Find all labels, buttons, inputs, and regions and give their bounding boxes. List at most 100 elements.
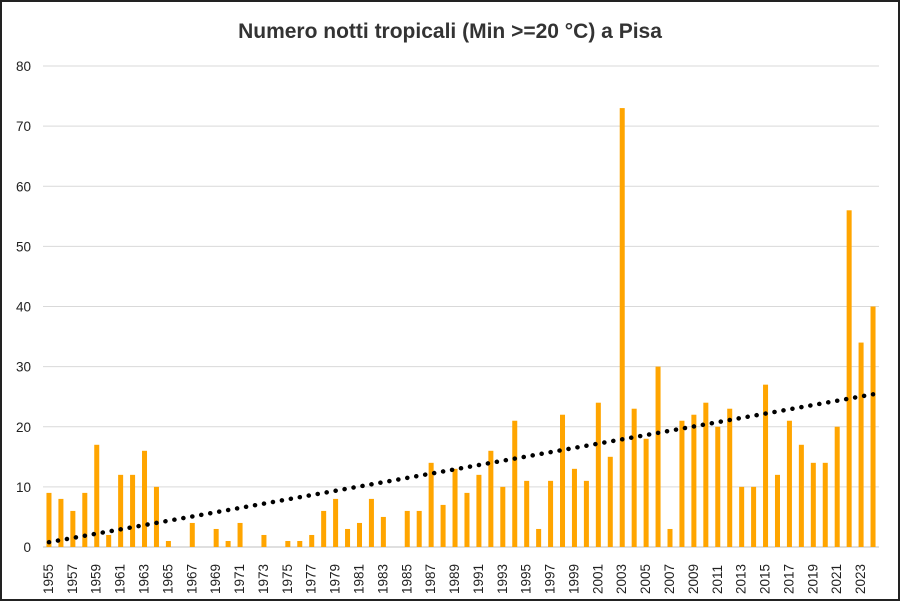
bar-2015: [763, 384, 769, 547]
x-tick-label: 2023: [853, 564, 868, 594]
bar-1973: [261, 534, 267, 547]
x-tick-label: 2017: [781, 564, 796, 594]
x-tick-label: 1991: [471, 564, 486, 594]
chart-title: Numero notti tropicali (Min >=20 °C) a P…: [238, 20, 662, 43]
bar-1993: [500, 486, 506, 547]
bar-2011: [715, 426, 721, 547]
bar-1960: [106, 534, 112, 547]
bar-1976: [297, 540, 303, 547]
bar-2000: [583, 480, 589, 547]
bar-2022: [846, 210, 852, 548]
x-tick-label: 2021: [829, 564, 844, 594]
y-tick-label: 0: [23, 540, 31, 555]
bar-1977: [309, 534, 315, 547]
x-tick-label: 2005: [638, 564, 653, 594]
bar-1969: [213, 528, 219, 547]
x-tick-label: 2019: [805, 564, 820, 594]
bar-1991: [476, 474, 482, 547]
y-tick-label: 10: [16, 480, 31, 495]
bar-1985: [404, 510, 410, 547]
x-tick-label: 1967: [184, 564, 199, 594]
y-axis-tick-labels: 0 10 20 30 40 50 60 70 80: [16, 59, 31, 555]
x-tick-label: 1995: [519, 564, 534, 594]
bar-2013: [739, 486, 745, 547]
x-tick-label: 1969: [208, 564, 223, 594]
x-tick-label: 1987: [423, 564, 438, 594]
bar-1978: [321, 510, 327, 547]
bar-2004: [631, 408, 637, 547]
x-tick-label: 1993: [495, 564, 510, 594]
y-tick-label: 60: [16, 179, 31, 194]
x-tick-label: 1997: [543, 564, 558, 594]
gridlines: [43, 65, 879, 548]
x-tick-label: 1977: [304, 564, 319, 594]
bar-1956: [58, 498, 64, 547]
bar-1962: [130, 474, 136, 547]
bar-1990: [464, 492, 470, 547]
x-tick-label: 1971: [232, 564, 247, 594]
bar-1994: [512, 420, 518, 547]
bar-1959: [94, 444, 100, 547]
bar-1983: [380, 516, 386, 547]
bar-1971: [237, 522, 243, 547]
x-tick-label: 2015: [758, 564, 773, 594]
x-tick-label: 1989: [447, 564, 462, 594]
x-tick-label: 1981: [351, 564, 366, 594]
bar-1999: [571, 468, 577, 547]
y-tick-label: 20: [16, 420, 31, 435]
bar-1981: [356, 522, 362, 547]
bar-1955: [46, 492, 52, 547]
bar-1980: [345, 528, 351, 547]
bar-2018: [798, 444, 804, 547]
bar-1996: [536, 528, 542, 547]
bar-2007: [667, 528, 673, 547]
bar-2024: [870, 306, 876, 547]
bar-2002: [607, 456, 613, 547]
bar-2003: [619, 108, 625, 548]
x-tick-label: 2011: [710, 565, 725, 594]
trendline: [46, 392, 876, 545]
bar-1967: [189, 522, 195, 547]
bar-1979: [333, 498, 339, 547]
x-tick-label: 1983: [375, 564, 390, 594]
x-tick-label: 2009: [686, 564, 701, 594]
x-tick-label: 1955: [41, 564, 56, 594]
x-tick-label: 2001: [590, 564, 605, 594]
bar-2021: [834, 426, 840, 547]
bar-1957: [70, 510, 76, 547]
bar-2020: [822, 462, 828, 547]
trendline-group: [46, 392, 876, 545]
x-tick-label: 1999: [566, 564, 581, 594]
bar-1958: [82, 492, 88, 547]
x-tick-label: 1973: [256, 564, 271, 594]
bar-2005: [643, 438, 649, 547]
bar-2008: [679, 420, 685, 547]
x-tick-label: 1979: [328, 564, 343, 594]
x-axis-tick-labels: 1955 1957 1959 1961 1963 1965 1967 1969 1971 1973…: [41, 564, 868, 594]
bar-1988: [440, 504, 446, 547]
x-tick-label: 1985: [399, 564, 414, 594]
x-tick-label: 1975: [280, 564, 295, 594]
bar-2017: [786, 420, 792, 547]
bar-2009: [691, 414, 697, 547]
x-tick-label: 1961: [113, 564, 128, 594]
y-tick-label: 30: [16, 360, 31, 375]
y-tick-label: 70: [16, 119, 31, 134]
y-tick-label: 40: [16, 300, 31, 315]
bar-1998: [560, 414, 566, 547]
bar-1965: [165, 540, 171, 547]
y-tick-label: 50: [16, 239, 31, 254]
bar-1987: [428, 462, 434, 547]
bar-2014: [751, 486, 757, 547]
x-tick-label: 2007: [662, 564, 677, 594]
bar-1989: [452, 468, 458, 547]
bar-1997: [548, 480, 554, 547]
bar-1963: [142, 450, 148, 547]
bar-2012: [727, 408, 733, 547]
bar-2016: [774, 474, 780, 547]
x-tick-label: 1959: [89, 564, 104, 594]
bar-1995: [524, 480, 530, 547]
bars: [46, 108, 876, 548]
